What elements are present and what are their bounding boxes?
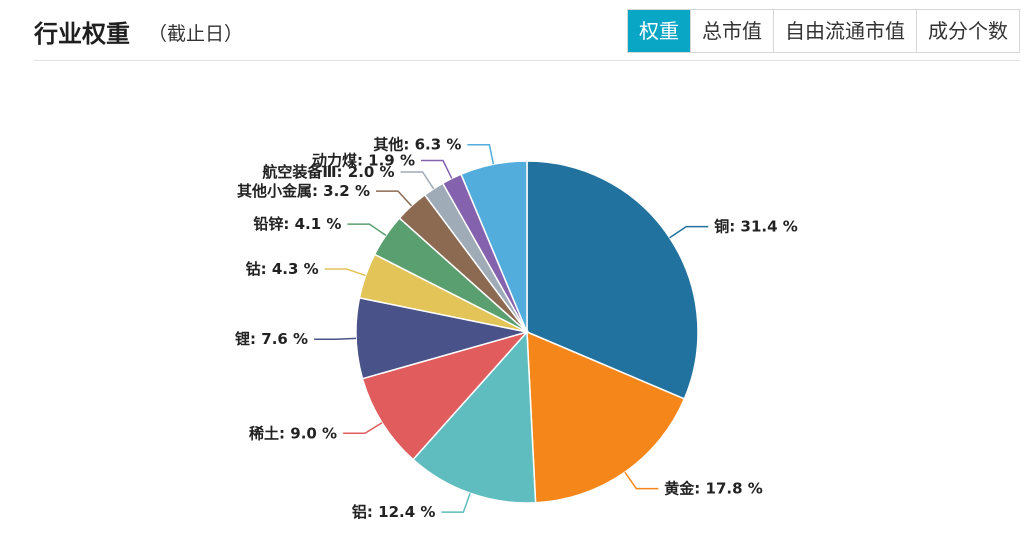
leader-line-slice-6 <box>347 223 387 237</box>
page-subtitle: （截止日） <box>148 23 244 45</box>
page-title: 行业权重 <box>34 20 130 48</box>
data-label-slice-8: 航空装备Ⅲ: 2.0 % <box>262 163 394 181</box>
data-label-slice-2: 铝: 12.4 % <box>352 503 435 521</box>
leader-line-slice-7 <box>376 190 413 207</box>
data-label-slice-5: 钴: 4.3 % <box>246 260 319 278</box>
leader-line-slice-10 <box>467 143 495 165</box>
leader-line-slice-4 <box>314 337 357 340</box>
tab-free-float-market-cap[interactable]: 自由流通市值 <box>773 10 916 52</box>
data-label-slice-10: 其他: 6.3 % <box>373 136 461 154</box>
leader-line-slice-9 <box>421 159 453 179</box>
tab-total-market-cap[interactable]: 总市值 <box>690 10 773 52</box>
data-label-slice-1: 黄金: 17.8 % <box>664 480 762 498</box>
leader-line-slice-1 <box>624 471 659 490</box>
metric-tabs: 权重 总市值 自由流通市值 成分个数 <box>627 9 1020 53</box>
data-label-slice-3: 稀土: 9.0 % <box>249 424 337 442</box>
leader-line-slice-3 <box>343 422 383 435</box>
data-label-slice-7: 其他小金属: 3.2 % <box>237 182 370 200</box>
pie-slice-10[interactable] <box>460 160 528 333</box>
pie-slice-0[interactable] <box>526 160 699 400</box>
tab-constituent-count[interactable]: 成分个数 <box>916 10 1019 52</box>
data-label-slice-9: 动力煤: 1.9 % <box>312 152 415 170</box>
leader-line-slice-0 <box>669 225 709 239</box>
data-label-slice-6: 铅锌: 4.1 % <box>253 215 341 233</box>
leader-line-slice-8 <box>400 171 435 190</box>
pie-slice-1[interactable] <box>526 330 686 504</box>
industry-weight-pie-chart: 铜: 31.4 % 黄金: 17.8 % 铝: 12.4 % 稀土: 9.0 % 锂: … <box>235 136 798 521</box>
chart-header: 行业权重 （截止日） 权重 总市值 自由流通市值 成分个数 <box>34 0 1020 61</box>
data-label-slice-4: 锂: 7.6 % <box>235 330 308 348</box>
pie-slice-2[interactable] <box>412 330 537 504</box>
leader-line-slice-5 <box>324 268 366 277</box>
tab-weight[interactable]: 权重 <box>628 10 690 52</box>
leader-line-slice-2 <box>441 493 471 513</box>
data-label-slice-0: 铜: 31.4 % <box>714 218 797 236</box>
pie-slice-3[interactable] <box>361 330 530 461</box>
